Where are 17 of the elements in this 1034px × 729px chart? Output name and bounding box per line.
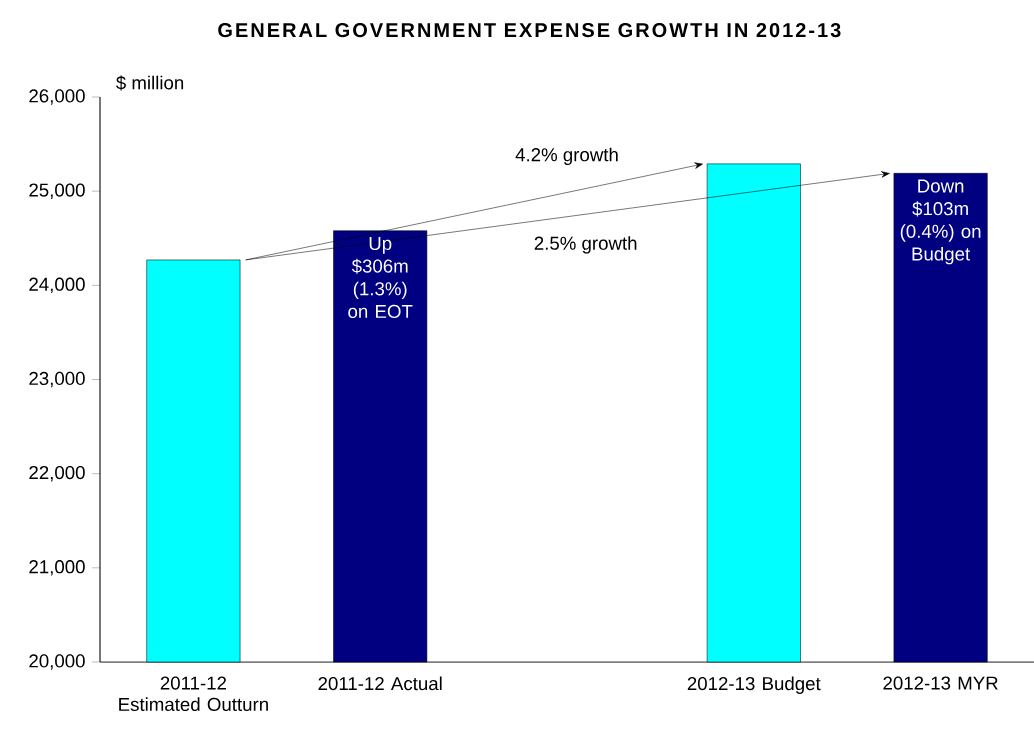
y-axis-title: $ million <box>116 75 184 91</box>
x-tick-label: 2011-12 Actual <box>318 676 442 691</box>
annotation: 4.2% growth <box>515 147 618 166</box>
annotation: 2.5% growth <box>534 236 637 254</box>
y-tick-label: 26,000 <box>29 89 85 105</box>
annotation: Up $306m (1.3%) on EOT <box>348 237 413 319</box>
annotation: Down $103m (0.4%) on Budget <box>900 179 981 265</box>
y-tick-label: 20,000 <box>29 654 85 670</box>
x-tick-label: 2012-13 MYR <box>883 676 998 690</box>
y-tick-label: 21,000 <box>29 560 85 576</box>
chart-title: GENERAL GOVERNMENT EXPENSE GROWTH IN 2012-13 <box>218 23 841 38</box>
y-tick-label: 25,000 <box>29 183 85 199</box>
y-tick-label: 23,000 <box>29 371 85 388</box>
x-tick-label: 2012-13 Budget <box>687 676 821 694</box>
y-tick-label: 24,000 <box>29 277 85 294</box>
y-tick-label: 22,000 <box>29 465 85 482</box>
x-tick-label: 2011-12 Estimated Outturn <box>119 676 268 712</box>
